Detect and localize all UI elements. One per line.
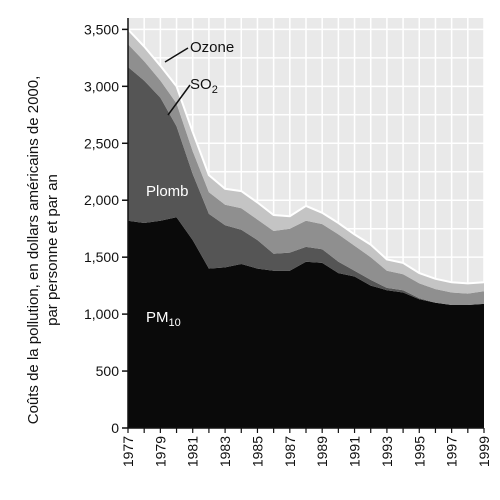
x-tick-label: 1991 bbox=[347, 436, 363, 467]
y-tick-label: 500 bbox=[96, 363, 120, 379]
x-tick-label: 1979 bbox=[152, 436, 168, 467]
y-axis-label-line1: Coûts de la pollution, en dollars améric… bbox=[25, 76, 42, 425]
series-label-so2: SO2 bbox=[190, 76, 218, 96]
x-tick-label: 1981 bbox=[185, 436, 201, 467]
x-tick-label: 1985 bbox=[250, 436, 266, 467]
series-label-plomb: Plomb bbox=[146, 183, 189, 200]
x-tick-label: 1995 bbox=[411, 436, 427, 467]
y-axis-ticks: 0 500 1,000 1,500 2,000 2,500 3,000 3,500 bbox=[84, 21, 128, 436]
area-so2 bbox=[128, 44, 484, 305]
x-tick-label: 1997 bbox=[444, 436, 460, 467]
y-tick-label: 3,000 bbox=[84, 78, 119, 94]
x-axis-ticks: 1977 1979 1981 1983 1985 1987 1989 1991 1993 1995… bbox=[120, 428, 492, 467]
so2-leader-line bbox=[167, 84, 191, 116]
area-plomb bbox=[128, 67, 484, 305]
area-pm10 bbox=[128, 217, 484, 428]
area-ozone bbox=[128, 29, 484, 294]
y-tick-label: 1,000 bbox=[84, 306, 119, 322]
x-tick-label: 1989 bbox=[314, 436, 330, 467]
y-tick-label: 2,000 bbox=[84, 192, 119, 208]
x-tick-label: 1977 bbox=[120, 436, 136, 467]
y-tick-label: 1,500 bbox=[84, 249, 119, 265]
y-tick-label: 0 bbox=[111, 420, 119, 436]
y-tick-label: 3,500 bbox=[84, 21, 119, 37]
stacked-areas bbox=[128, 29, 484, 428]
x-tick-label: 1987 bbox=[282, 436, 298, 467]
series-label-ozone: Ozone bbox=[190, 39, 234, 56]
x-tick-label: 1993 bbox=[379, 436, 395, 467]
total-outline bbox=[127, 28, 485, 285]
y-tick-label: 2,500 bbox=[84, 135, 119, 151]
series-label-pm10: PM10 bbox=[146, 309, 181, 329]
y-axis-label-line2: par personne et par an bbox=[44, 174, 61, 326]
x-tick-label: 1983 bbox=[217, 436, 233, 467]
ozone-leader-line bbox=[164, 47, 189, 63]
x-tick-label: 1999 bbox=[476, 436, 492, 467]
